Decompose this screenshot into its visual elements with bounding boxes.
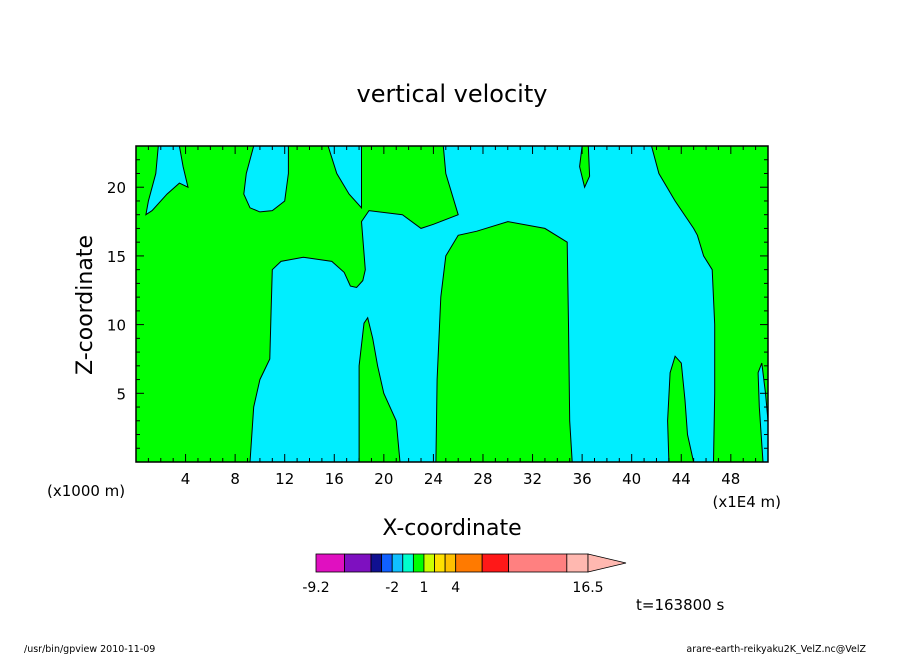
- x-tick-label: 24: [424, 470, 443, 488]
- colorbar-label: 1: [419, 580, 428, 596]
- x-tick-label: 40: [622, 470, 641, 488]
- x-tick-label: 8: [230, 470, 240, 488]
- footer-right: arare-earth-reikyaku2K_VelZ.nc@VelZ: [686, 644, 866, 654]
- colorbar-bin-2: [344, 553, 372, 573]
- colorbar-bin-1: [315, 553, 345, 573]
- contour-region-2: [243, 146, 289, 213]
- colorbar-bin-8: [423, 553, 435, 573]
- colorbar-bin-12: [481, 553, 510, 573]
- colorbar-max-arrow: [587, 553, 627, 573]
- y-tick-label: 20: [107, 179, 126, 197]
- colorbar-bin-7: [412, 553, 425, 573]
- colorbar-bin-9: [434, 553, 446, 573]
- contour-region-5: [757, 362, 768, 462]
- colorbar-label: -2: [385, 580, 399, 596]
- x-tick-label: 28: [473, 470, 492, 488]
- x-unit-left-label: (x1000 m): [47, 482, 125, 500]
- colorbar-label: 4: [451, 580, 460, 596]
- x-tick-label: 12: [275, 470, 294, 488]
- x-tick-label: 16: [325, 470, 344, 488]
- colorbar-bin-4: [381, 553, 393, 573]
- x-axis-label: X-coordinate: [382, 516, 521, 541]
- footer-left: /usr/bin/gpview 2010-11-09: [24, 644, 155, 654]
- colorbar: [315, 553, 627, 573]
- plot-area: [136, 146, 768, 462]
- colorbar-bin-3: [370, 553, 383, 573]
- time-label: t=163800 s: [636, 596, 724, 614]
- colorbar-bin-13: [508, 553, 568, 573]
- colorbar-bin-6: [402, 553, 414, 573]
- colorbar-bin-5: [391, 553, 404, 573]
- contour-region-1: [249, 146, 716, 462]
- x-unit-right-label: (x1E4 m): [712, 493, 781, 511]
- colorbar-bin-14: [566, 553, 589, 573]
- x-tick-label: 4: [181, 470, 191, 488]
- y-tick-label: 10: [107, 317, 126, 335]
- y-axis-label: Z-coordinate: [73, 235, 98, 375]
- contour-region-4: [145, 146, 189, 216]
- x-tick-label: 36: [573, 470, 592, 488]
- x-tick-label: 48: [721, 470, 740, 488]
- colorbar-label: 16.5: [572, 580, 603, 596]
- y-tick-label: 5: [116, 385, 126, 403]
- colorbar-bin-10: [444, 553, 457, 573]
- contour-region-3: [327, 146, 362, 210]
- y-tick-label: 15: [107, 248, 126, 266]
- colorbar-bin-11: [455, 553, 483, 573]
- plot-frame: [135, 145, 769, 463]
- chart-title: vertical velocity: [357, 80, 548, 108]
- x-tick-label: 20: [374, 470, 393, 488]
- x-tick-label: 32: [523, 470, 542, 488]
- colorbar-label: -9.2: [302, 580, 329, 596]
- x-tick-label: 44: [672, 470, 691, 488]
